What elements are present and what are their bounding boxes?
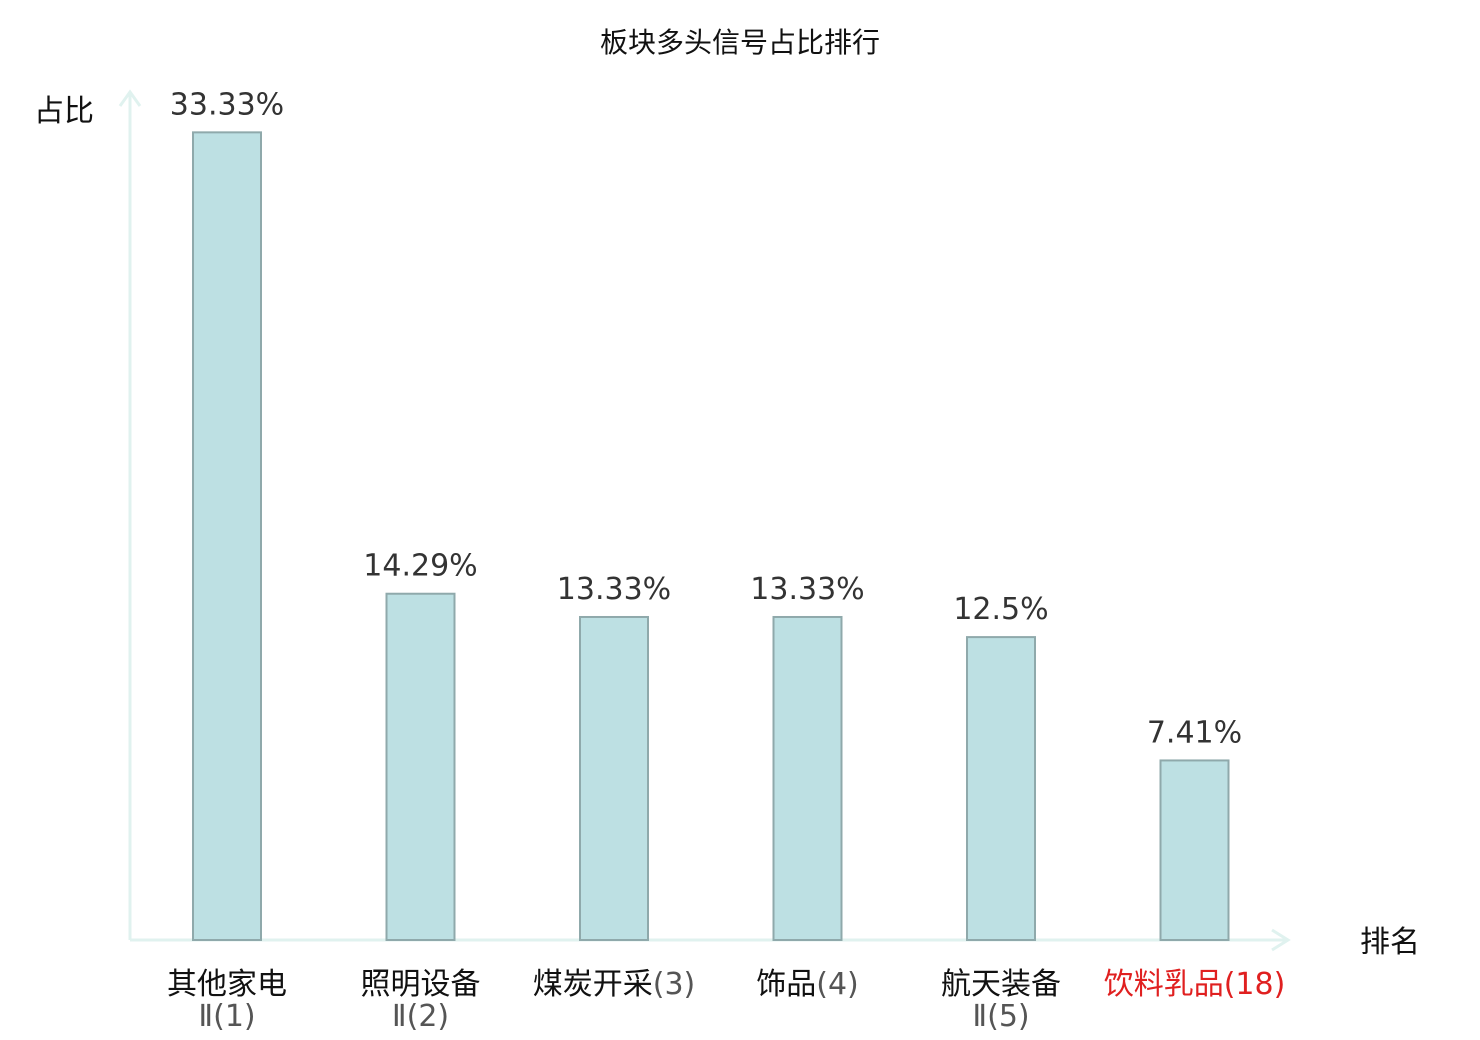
bar: [385, 592, 456, 941]
x-tick-label: 饮料乳品(18): [1104, 967, 1286, 1002]
data-label: 12.5%: [953, 592, 1048, 627]
x-tick-label: 饰品(4): [756, 967, 859, 1002]
chart-title: 板块多头信号占比排行: [600, 26, 880, 59]
axes: [118, 89, 1291, 952]
x-tick-label: 航天装备: [941, 967, 1061, 1002]
bar: [966, 636, 1036, 941]
bar: [772, 615, 843, 942]
x-tick-rank: Ⅱ(1): [198, 999, 255, 1034]
bar: [579, 615, 649, 942]
x-tick-label: 照明设备: [361, 967, 481, 1002]
data-label: 33.33%: [170, 87, 284, 122]
bar: [1159, 759, 1230, 941]
data-label: 13.33%: [557, 572, 671, 607]
x-tick-name: 饮料乳品: [1104, 967, 1224, 1002]
bars: [192, 131, 1230, 942]
x-axis-label: 排名: [1360, 925, 1420, 960]
x-tick-name: 煤炭开采: [533, 967, 653, 1002]
y-axis-arrow: [118, 89, 142, 107]
data-label: 14.29%: [363, 549, 477, 584]
x-axis-arrow: [1271, 928, 1291, 952]
x-tick-rank: Ⅱ(2): [392, 999, 449, 1034]
y-axis-label: 占比: [34, 94, 94, 129]
x-tick-rank: (18): [1224, 967, 1286, 1002]
x-tick-label: 其他家电: [167, 967, 287, 1002]
value-labels: 33.33% 14.29% 13.33% 13.33% 12.5% 7.41%: [170, 87, 1242, 750]
bar: [192, 131, 262, 941]
x-tick-name: 饰品: [756, 967, 816, 1002]
x-tick-label: 煤炭开采(3): [533, 967, 696, 1002]
data-label: 13.33%: [750, 572, 864, 607]
x-tick-rank: (3): [653, 967, 696, 1002]
x-tick-rank: Ⅱ(5): [972, 999, 1029, 1034]
data-label: 7.41%: [1147, 715, 1242, 750]
x-tick-rank: (4): [816, 967, 859, 1002]
